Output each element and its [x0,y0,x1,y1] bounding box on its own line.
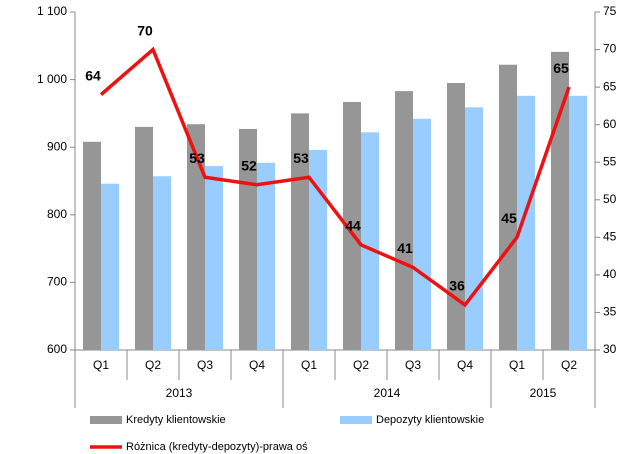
x-tick-label: Q1 [301,358,317,372]
x-tick-label: Q2 [353,358,369,372]
bar [465,107,483,350]
value-label: 70 [137,22,153,38]
y2-tick-label: 65 [603,79,617,93]
bar [517,95,535,350]
x-tick-label: Q4 [249,358,265,372]
y2-tick-label: 35 [603,305,617,319]
legend-label: Różnica (kredyty-depozyty)-prawa oś [126,441,308,453]
y2-tick-label: 55 [603,154,617,168]
line [99,46,571,308]
bar [361,132,379,350]
value-label: 44 [345,218,361,234]
bar [343,101,361,351]
bar [205,166,223,350]
x-tick-label: Q2 [561,358,577,372]
y-tick-label: 700 [47,275,67,289]
bar [257,162,275,350]
x-tick-label: Q1 [509,358,525,372]
x-tick-label: Q3 [197,358,213,372]
bar [569,95,587,350]
y-tick-label: 900 [47,139,67,153]
group-label: 2014 [374,386,401,400]
legend-swatch [340,416,372,424]
x-tick-label: Q2 [145,358,161,372]
value-label: 53 [293,150,309,166]
y-tick-label: 1 000 [37,72,67,86]
bar [447,82,465,350]
bar [413,118,431,350]
x-tick-label: Q4 [457,358,473,372]
bar [309,149,327,350]
y-tick-label: 800 [47,207,67,221]
y2-tick-label: 40 [603,267,617,281]
x-tick-label: Q1 [93,358,109,372]
bar [153,176,171,350]
value-label: 53 [189,150,205,166]
legend-label: Kredyty klientowskie [126,414,226,426]
group-label: 2013 [166,386,193,400]
bar [395,91,413,350]
bar [135,126,153,350]
value-label: 36 [449,278,465,294]
legend-swatch [90,416,122,424]
bar [499,64,517,350]
bar [291,113,309,351]
value-label: 45 [501,210,517,226]
group-label: 2015 [530,386,557,400]
y-tick-label: 600 [47,342,67,356]
value-label: 65 [553,60,569,76]
y2-tick-label: 30 [603,342,617,356]
y2-tick-label: 70 [603,42,617,56]
y2-tick-label: 45 [603,230,617,244]
x-tick-label: Q3 [405,358,421,372]
value-label: 64 [85,67,101,83]
y2-tick-label: 75 [603,4,617,18]
legend-label: Depozyty klientowskie [376,414,484,426]
y2-tick-label: 50 [603,192,617,206]
y2-tick-label: 60 [603,117,617,131]
bar [83,141,101,350]
value-label: 52 [241,157,257,173]
y-tick-label: 1 100 [37,4,67,18]
bar [187,124,205,350]
bar [101,183,119,350]
value-label: 41 [397,240,413,256]
